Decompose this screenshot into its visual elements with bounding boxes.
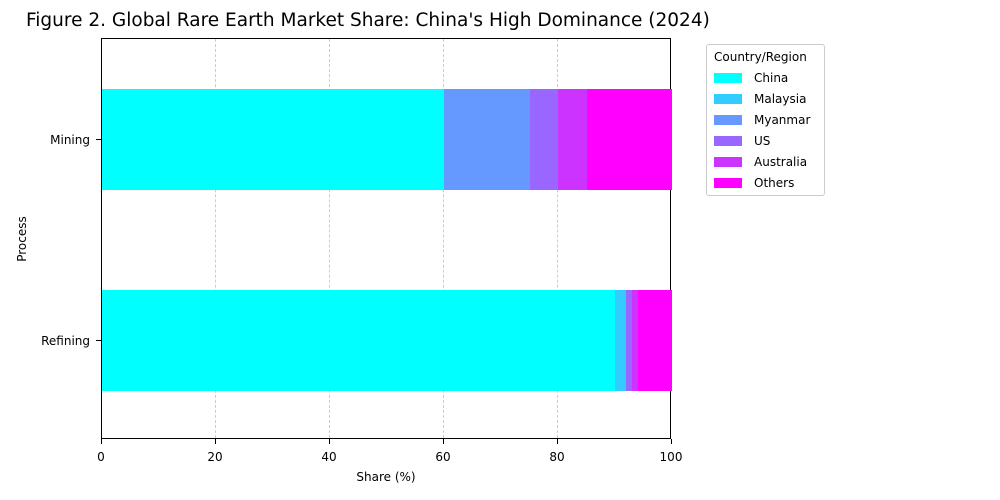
legend-item-myanmar: Myanmar [714, 113, 810, 127]
bar-segment-china [102, 290, 615, 391]
x-tick [556, 439, 558, 444]
gridline [215, 39, 216, 438]
x-tick [670, 439, 672, 444]
y-tick-label: Mining [50, 133, 90, 147]
bar-segment-us [529, 89, 558, 190]
legend-label: Australia [754, 155, 808, 169]
x-tick-label: 80 [549, 450, 565, 464]
x-tick-label: 60 [435, 450, 451, 464]
legend-item-australia: Australia [714, 155, 807, 169]
bar-mining [102, 89, 672, 190]
legend-label: Myanmar [754, 113, 811, 127]
legend-swatch [714, 136, 742, 146]
bar-segment-myanmar [444, 89, 530, 190]
bar-segment-malaysia [615, 290, 627, 391]
x-tick-label: 20 [207, 450, 223, 464]
legend-swatch [714, 178, 742, 188]
legend-item-malaysia: Malaysia [714, 92, 806, 106]
bar-segment-others [637, 290, 672, 391]
bar-segment-china [102, 89, 444, 190]
legend-swatch [714, 94, 742, 104]
gridline [557, 39, 558, 438]
legend-swatch [714, 73, 742, 83]
legend-label: China [754, 71, 789, 85]
x-tick [100, 439, 102, 444]
legend-swatch [714, 115, 742, 125]
gridline [443, 39, 444, 438]
bar-segment-others [586, 89, 672, 190]
legend-label: Malaysia [754, 92, 807, 106]
plot-area [101, 38, 672, 439]
legend-title: Country/Region [714, 50, 807, 64]
legend-item-china: China [714, 71, 788, 85]
y-tick [96, 139, 101, 140]
x-tick [328, 439, 330, 444]
x-tick-label: 0 [97, 450, 105, 464]
legend-swatch [714, 157, 742, 167]
legend-item-others: Others [714, 176, 794, 190]
legend: Country/Region China Malaysia Myanmar US Aus… [706, 44, 825, 196]
chart-title: Figure 2. Global Rare Earth Market Share… [26, 10, 710, 31]
bar-segment-us [626, 290, 633, 391]
x-tick [214, 439, 216, 444]
x-axis-label: Share (%) [356, 470, 416, 484]
bar-refining [102, 290, 672, 391]
y-tick-label: Refining [41, 334, 90, 348]
legend-item-us: US [714, 134, 770, 148]
gridline [329, 39, 330, 438]
bar-segment-australia [632, 290, 638, 391]
y-axis-label: Process [15, 216, 29, 262]
x-tick [442, 439, 444, 444]
legend-label: Others [754, 176, 795, 190]
y-tick [96, 340, 101, 341]
x-tick-label: 40 [321, 450, 337, 464]
x-tick-label: 100 [659, 450, 683, 464]
legend-label: US [754, 134, 771, 148]
bar-segment-australia [558, 89, 587, 190]
